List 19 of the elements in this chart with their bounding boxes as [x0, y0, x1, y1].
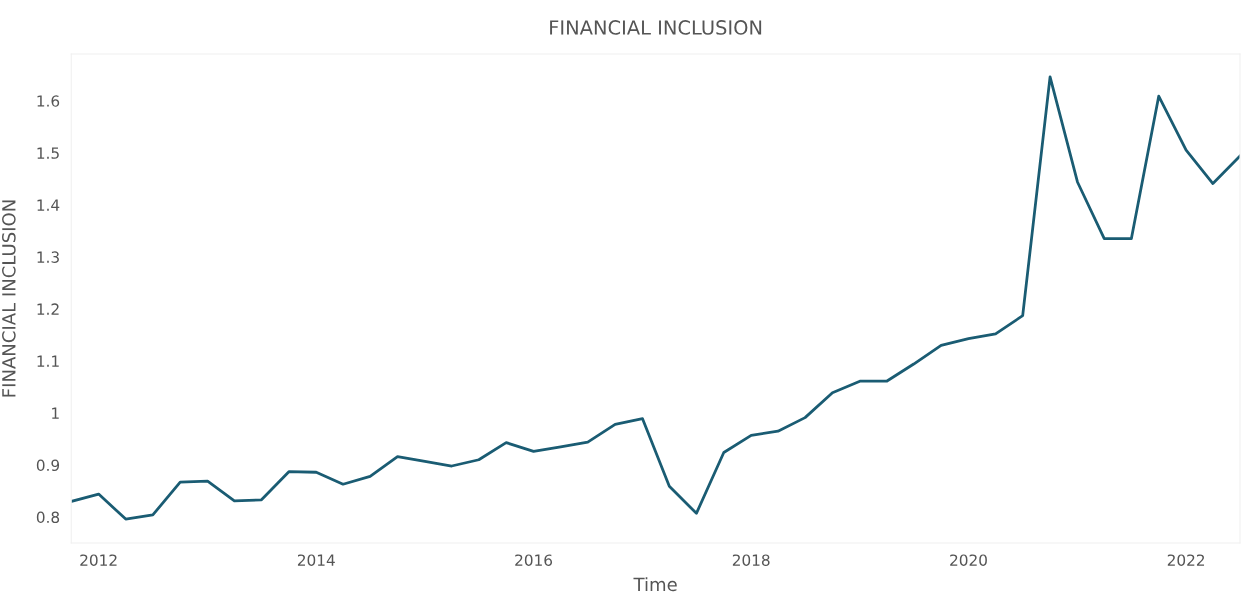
y-tick-label: 1.3 — [37, 251, 59, 263]
y-axis-title: FINANCIAL INCLUSION — [2, 200, 16, 397]
x-tick-label: 2022 — [1167, 554, 1205, 566]
x-tick-label: 2016 — [515, 554, 553, 566]
y-tick-label: 1.1 — [37, 355, 59, 367]
y-tick-label: 1.6 — [37, 95, 60, 107]
x-axis-title: Time — [633, 577, 677, 592]
line-series — [71, 75, 1240, 521]
y-tick-label: 1 — [52, 407, 59, 419]
y-tick-label: 1.2 — [37, 303, 59, 315]
y-tick-label: 1.5 — [37, 147, 59, 159]
x-tick-label: 2018 — [732, 554, 770, 566]
x-tick-label: 2014 — [297, 554, 335, 566]
x-tick-label: 2012 — [80, 554, 117, 566]
chart-title: FINANCIAL INCLUSION — [550, 20, 762, 35]
y-tick-label: 1.4 — [37, 199, 60, 211]
x-tick-label: 2020 — [950, 554, 987, 566]
y-tick-label: 0.8 — [36, 511, 60, 524]
y-tick-label: 0.9 — [36, 459, 60, 471]
